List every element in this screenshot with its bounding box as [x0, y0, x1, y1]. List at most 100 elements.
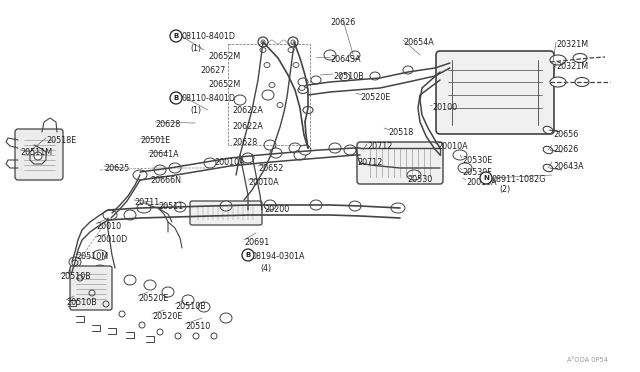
FancyBboxPatch shape [15, 129, 63, 180]
Text: 20520E: 20520E [138, 294, 168, 303]
Text: 20510B: 20510B [175, 302, 205, 311]
Ellipse shape [543, 146, 553, 154]
Ellipse shape [182, 295, 194, 305]
Circle shape [170, 30, 182, 42]
Ellipse shape [133, 170, 147, 180]
Text: 20622A: 20622A [232, 106, 263, 115]
Ellipse shape [543, 164, 553, 172]
Text: 20628: 20628 [232, 138, 257, 147]
Text: 20643A: 20643A [330, 55, 360, 64]
Text: 20010A: 20010A [466, 178, 497, 187]
Ellipse shape [329, 143, 341, 153]
Ellipse shape [350, 51, 360, 59]
Ellipse shape [154, 165, 166, 175]
FancyBboxPatch shape [436, 51, 554, 134]
Text: 20652M: 20652M [208, 52, 240, 61]
Text: 20626: 20626 [553, 145, 579, 154]
Text: 20530E: 20530E [462, 156, 492, 165]
Text: 20691: 20691 [244, 238, 269, 247]
Ellipse shape [299, 145, 311, 155]
Ellipse shape [242, 153, 254, 163]
Text: 20510: 20510 [185, 322, 211, 331]
Text: 20622A: 20622A [232, 122, 263, 131]
Text: 20712: 20712 [367, 142, 392, 151]
Text: 20321M: 20321M [556, 62, 588, 71]
Ellipse shape [269, 83, 275, 87]
Text: 08110-8401D: 08110-8401D [182, 94, 236, 103]
Text: 20321M: 20321M [556, 40, 588, 49]
Text: 20510M: 20510M [76, 252, 108, 261]
Ellipse shape [144, 280, 156, 290]
Ellipse shape [458, 163, 472, 173]
Text: 08911-1082G: 08911-1082G [491, 175, 545, 184]
Ellipse shape [340, 73, 350, 81]
Text: 20656: 20656 [553, 130, 579, 139]
Ellipse shape [260, 48, 266, 52]
Text: 20510B: 20510B [333, 72, 364, 81]
Ellipse shape [407, 170, 421, 180]
Ellipse shape [94, 265, 106, 275]
Ellipse shape [288, 48, 294, 52]
Text: 20518: 20518 [388, 128, 413, 137]
Text: 20010A: 20010A [214, 158, 244, 167]
Circle shape [242, 249, 254, 261]
Text: B: B [173, 95, 179, 101]
Ellipse shape [169, 163, 181, 173]
Ellipse shape [303, 106, 313, 113]
Ellipse shape [575, 77, 589, 87]
Ellipse shape [370, 72, 380, 80]
Text: 20010A: 20010A [248, 178, 278, 187]
Ellipse shape [124, 275, 136, 285]
Ellipse shape [220, 313, 232, 323]
Text: (4): (4) [260, 264, 271, 273]
Ellipse shape [69, 257, 81, 267]
Text: 20510B: 20510B [66, 298, 97, 307]
Ellipse shape [204, 158, 216, 168]
Text: 20511M: 20511M [20, 148, 52, 157]
Ellipse shape [162, 287, 174, 297]
Ellipse shape [264, 140, 276, 150]
Ellipse shape [298, 78, 308, 86]
Circle shape [480, 172, 492, 184]
Ellipse shape [174, 202, 186, 212]
Text: 20666N: 20666N [150, 176, 181, 185]
Text: 20643A: 20643A [553, 162, 584, 171]
Text: 20010A: 20010A [437, 142, 468, 151]
Ellipse shape [69, 267, 81, 277]
Ellipse shape [299, 86, 305, 90]
Ellipse shape [403, 66, 413, 74]
Ellipse shape [277, 103, 283, 108]
Text: 20530: 20530 [407, 175, 432, 184]
Ellipse shape [264, 200, 276, 210]
Text: 20652M: 20652M [208, 80, 240, 89]
Ellipse shape [289, 143, 301, 153]
Ellipse shape [93, 250, 107, 260]
Ellipse shape [262, 90, 274, 100]
Ellipse shape [298, 87, 308, 93]
Ellipse shape [550, 77, 566, 87]
Ellipse shape [324, 50, 336, 60]
Text: 20010D: 20010D [96, 235, 127, 244]
Text: 20712: 20712 [357, 158, 382, 167]
Text: 08110-8401D: 08110-8401D [182, 32, 236, 41]
Text: 20628: 20628 [155, 120, 180, 129]
Text: 20200: 20200 [264, 205, 289, 214]
Ellipse shape [550, 55, 566, 65]
Ellipse shape [220, 201, 232, 211]
Text: 20510B: 20510B [60, 272, 91, 281]
Ellipse shape [543, 126, 553, 134]
Ellipse shape [270, 148, 282, 158]
Ellipse shape [294, 150, 306, 160]
Text: 20641A: 20641A [148, 150, 179, 159]
Text: 20100: 20100 [432, 103, 457, 112]
Ellipse shape [34, 152, 42, 160]
Ellipse shape [573, 54, 587, 62]
Text: 20627: 20627 [200, 66, 225, 75]
FancyBboxPatch shape [190, 201, 262, 225]
Text: 20518E: 20518E [46, 136, 76, 145]
Text: 20520E: 20520E [360, 93, 390, 102]
Text: 20711: 20711 [134, 198, 159, 207]
Text: (1): (1) [190, 106, 201, 115]
Ellipse shape [344, 145, 356, 155]
Ellipse shape [293, 62, 299, 67]
